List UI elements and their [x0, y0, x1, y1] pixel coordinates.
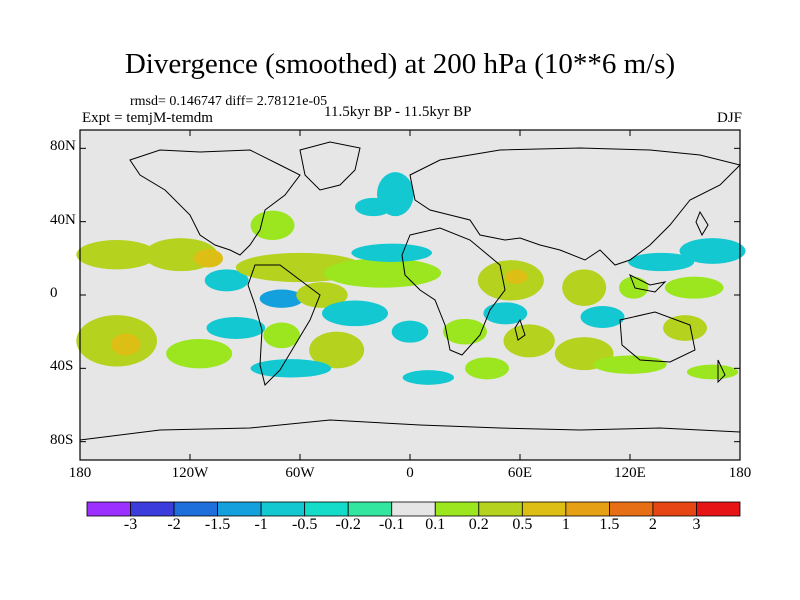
colorbar-label: -0.2 — [335, 516, 361, 533]
x-tick-label: 180 — [68, 465, 92, 481]
experiment-label: Expt = temjM-temdm — [82, 110, 213, 126]
divergence-blob — [322, 300, 388, 327]
x-tick-label: 180 — [728, 465, 752, 481]
divergence-blob — [562, 269, 607, 306]
divergence-blob — [391, 320, 429, 343]
rmsd-diff-stats: rmsd= 0.146747 diff= 2.78121e-05 — [130, 94, 328, 109]
colorbar-label: 0.2 — [468, 516, 489, 533]
colorbar-label: -1 — [254, 516, 268, 533]
divergence-blob — [355, 197, 392, 217]
divergence-blob — [351, 243, 432, 262]
divergence-blob — [443, 318, 487, 345]
colorbar-label: -2 — [167, 516, 181, 533]
divergence-blob — [663, 315, 707, 341]
divergence-blob — [250, 210, 295, 240]
colorbar-swatch — [478, 501, 523, 517]
y-tick-label: 40S — [50, 358, 74, 375]
colorbar-swatch — [565, 501, 610, 517]
colorbar-swatch — [173, 501, 218, 517]
colorbar — [86, 501, 741, 517]
divergence-blob — [206, 317, 266, 339]
divergence-blob — [664, 276, 724, 299]
page-title: Divergence (smoothed) at 200 hPa (10**6 … — [124, 48, 676, 80]
x-tick-label: 120E — [614, 465, 646, 481]
colorbar-label: -0.5 — [291, 516, 318, 533]
divergence-blob — [111, 333, 141, 356]
divergence-blob — [166, 339, 233, 369]
divergence-blob — [323, 258, 442, 288]
divergence-blob — [686, 364, 739, 380]
colorbar-swatch — [652, 501, 697, 517]
x-tick-label: 0 — [406, 465, 414, 481]
colorbar-label: -0.1 — [379, 516, 405, 533]
coastlines — [79, 141, 741, 441]
divergence-blob — [402, 370, 455, 385]
y-tick-label: 80S — [50, 431, 74, 448]
colorbar-label: 0.1 — [425, 516, 446, 533]
colorbar-label: 3 — [692, 516, 701, 533]
season-label: DJF — [716, 110, 742, 126]
colorbar-swatch — [391, 501, 436, 517]
divergence-blob — [465, 357, 509, 380]
y-tick-label: 80N — [50, 138, 76, 155]
colorbar-label: 2 — [648, 516, 657, 533]
colorbar-swatch — [260, 501, 306, 517]
divergence-blob — [679, 238, 746, 264]
period-label: 11.5kyr BP - 11.5kyr BP — [324, 104, 472, 120]
x-tick-label: 60E — [507, 465, 533, 481]
colorbar-label: 1 — [561, 516, 570, 533]
colorbar-label: -1.5 — [204, 516, 231, 533]
divergence-blob — [505, 269, 528, 284]
colorbar-swatch — [696, 501, 741, 517]
colorbar-swatch — [130, 501, 175, 517]
axis-ticks — [79, 130, 741, 460]
divergence-blob — [483, 302, 528, 325]
divergence-blob — [259, 289, 304, 308]
divergence-blob — [296, 282, 348, 308]
colorbar-swatch — [86, 501, 131, 517]
colorbar-swatch — [217, 501, 262, 517]
divergence-field — [76, 172, 746, 385]
x-tick-label: 60W — [285, 465, 315, 481]
colorbar-label: -3 — [123, 516, 138, 533]
colorbar-swatch — [304, 501, 349, 517]
colorbar-swatch — [347, 501, 393, 517]
y-tick-label: 40N — [50, 211, 76, 228]
x-tick-label: 120W — [171, 465, 209, 481]
colorbar-label: 0.5 — [512, 516, 533, 533]
divergence-blob — [619, 276, 649, 299]
divergence-blob — [309, 331, 365, 369]
divergence-blob — [503, 324, 555, 358]
y-tick-label: 0 — [50, 285, 58, 301]
colorbar-label: 1.5 — [599, 516, 620, 533]
colorbar-swatch — [609, 501, 654, 517]
divergence-blob — [593, 355, 667, 374]
colorbar-swatch — [434, 501, 480, 517]
divergence-blob — [263, 322, 300, 349]
colorbar-swatch — [521, 501, 567, 517]
divergence-blob — [193, 249, 223, 268]
divergence-blob — [76, 240, 157, 270]
divergence-blob — [204, 269, 249, 292]
divergence-blob — [250, 359, 332, 378]
divergence-blob — [628, 252, 695, 272]
divergence-blob — [580, 306, 625, 328]
